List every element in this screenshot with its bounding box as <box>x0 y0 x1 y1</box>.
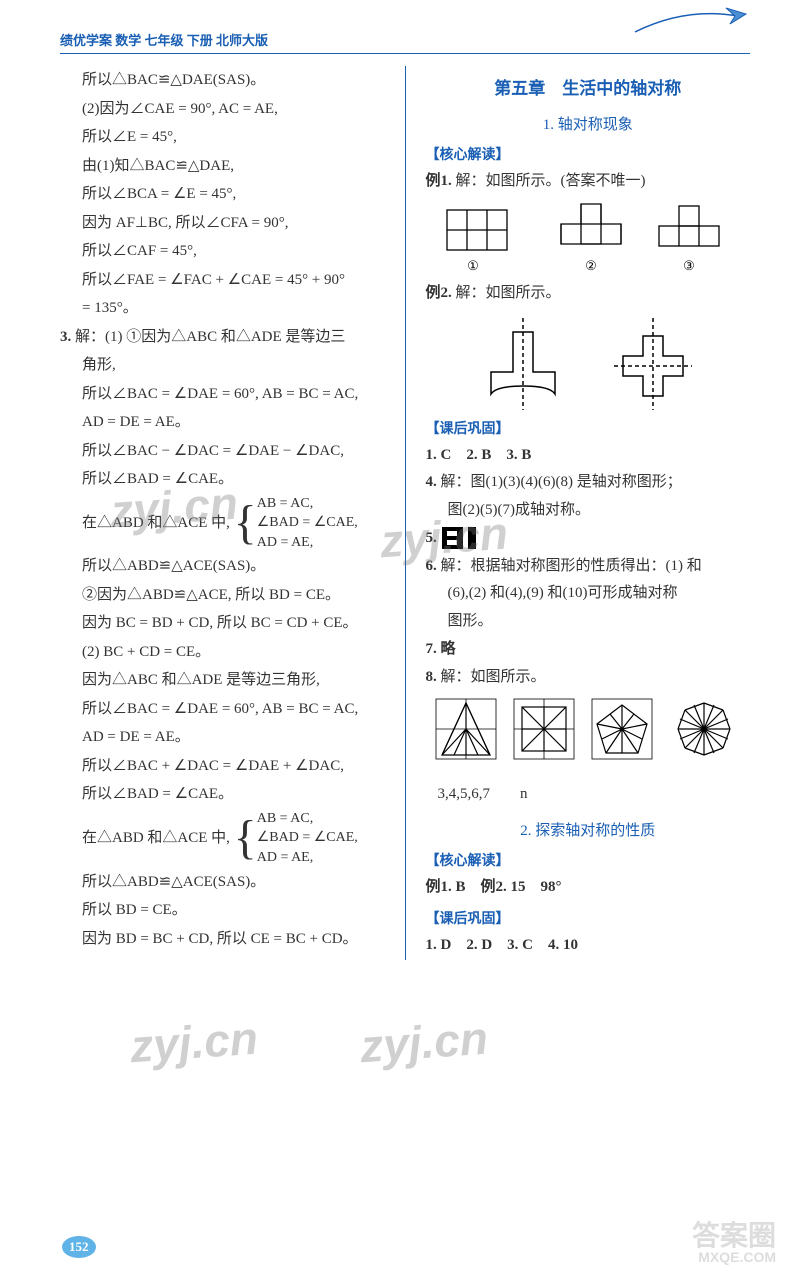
core2-heading: 【核心解读】 <box>426 850 751 870</box>
core2-answers: 例1. B 例2. 15 98° <box>426 874 751 902</box>
left-brace-icon: { <box>234 819 257 857</box>
proof-line: 所以∠E = 45°, <box>60 123 385 152</box>
proof-line: 所以△ABD≌△ACE(SAS)。 <box>60 868 385 897</box>
brace-item: AB = AC, <box>257 809 358 829</box>
corner-line1: 答案圈 <box>692 1222 776 1250</box>
proof-line: 因为 BD = BC + CD, 所以 CE = BC + CD。 <box>60 925 385 954</box>
header-title: 绩优学案 数学 七年级 下册 北师大版 <box>60 33 268 48</box>
watermark: zyj.cn <box>358 1011 489 1074</box>
proof-line: 因为△ABC 和△ADE 是等边三角形, <box>60 666 385 695</box>
q5-num: 5. <box>426 530 437 546</box>
answer-4-cont: 图(2)(5)(7)成轴对称。 <box>426 497 751 525</box>
column-divider <box>405 66 406 960</box>
answer-6b: (6),(2) 和(4),(9) 和(10)可形成轴对称 <box>426 580 751 608</box>
consolidation-heading: 【课后巩固】 <box>426 418 751 438</box>
q3-number: 3. <box>60 329 71 345</box>
proof-line: 所以∠BAC = ∠DAE = 60°, AB = BC = AC, <box>60 695 385 724</box>
fig-label-3: ③ <box>683 258 695 273</box>
proof-line: = 135°。 <box>60 294 385 323</box>
brace-item: ∠BAD = ∠CAE, <box>257 828 358 848</box>
q6-text: 解：根据轴对称图形的性质得出：(1) 和 <box>441 558 702 574</box>
fig8-caption: 3,4,5,6,7 n <box>426 781 751 809</box>
example-1: 例1. 解：如图所示。(答案不唯一) <box>426 168 751 196</box>
consol2-heading: 【课后巩固】 <box>426 908 751 928</box>
ex2-text: 解：如图所示。 <box>456 285 561 301</box>
proof-line: AD = DE = AE。 <box>60 408 385 437</box>
brace-prefix: 在△ABD 和△ACE 中, <box>82 830 230 846</box>
proof-line: 所以 BD = CE。 <box>60 896 385 925</box>
corner-line2: MXQE.COM <box>692 1250 776 1264</box>
answer-4: 4. 解：图(1)(3)(4)(6)(8) 是轴对称图形； <box>426 469 751 497</box>
proof-line: 因为 BC = BD + CD, 所以 BC = CD + CE。 <box>60 609 385 638</box>
brace-item: AD = AE, <box>257 533 358 553</box>
answer-8: 8. 解：如图所示。 <box>426 664 751 692</box>
brace-item: AB = AC, <box>257 494 358 514</box>
proof-line: 所以∠FAE = ∠FAC + ∠CAE = 45° + 90° <box>60 266 385 295</box>
answer-7: 7. 略 <box>426 636 751 664</box>
proof-line: 所以△BAC≌△DAE(SAS)。 <box>60 66 385 95</box>
proof-line: 所以∠BAC = ∠DAE = 60°, AB = BC = AC, <box>60 380 385 409</box>
two-column-layout: 所以△BAC≌△DAE(SAS)。 (2)因为∠CAE = 90°, AC = … <box>60 66 750 960</box>
right-column: 第五章 生活中的轴对称 1. 轴对称现象 【核心解读】 例1. 解：如图所示。(… <box>416 66 751 960</box>
brace-system: 在△ABD 和△ACE 中, { AB = AC, ∠BAD = ∠CAE, A… <box>60 494 385 553</box>
brace-item: AD = AE, <box>257 848 358 868</box>
answer5-icon <box>441 526 477 550</box>
proof-line: 所以∠BAC − ∠DAC = ∠DAE − ∠DAC, <box>60 437 385 466</box>
proof-line: 因为 AF⊥BC, 所以∠CFA = 90°, <box>60 209 385 238</box>
q3-text: 解：(1) ①因为△ABC 和△ADE 是等边三 <box>75 329 345 345</box>
page-header: 绩优学案 数学 七年级 下册 北师大版 <box>60 30 750 54</box>
proof-line: 所以∠BAC + ∠DAC = ∠DAE + ∠DAC, <box>60 752 385 781</box>
proof-line: 所以△ABD≌△ACE(SAS)。 <box>60 552 385 581</box>
proof-line: 所以∠BAD = ∠CAE。 <box>60 780 385 809</box>
example1-figure: ① ② ③ <box>433 200 743 276</box>
page-number: 152 <box>62 1236 96 1258</box>
q6-num: 6. <box>426 558 437 574</box>
brace-prefix: 在△ABD 和△ACE 中, <box>82 514 230 530</box>
answer8-figure <box>428 695 748 777</box>
proof-line: (2)因为∠CAE = 90°, AC = AE, <box>60 95 385 124</box>
left-brace-icon: { <box>234 504 257 542</box>
brace-item: ∠BAD = ∠CAE, <box>257 513 358 533</box>
proof-line: AD = DE = AE。 <box>60 723 385 752</box>
example2-figure <box>458 312 718 412</box>
fig-label-2: ② <box>585 258 597 273</box>
core-heading: 【核心解读】 <box>426 144 751 164</box>
watermark: zyj.cn <box>128 1011 259 1074</box>
proof-line: 所以∠CAF = 45°, <box>60 237 385 266</box>
q4-text: 解：图(1)(3)(4)(6)(8) 是轴对称图形； <box>441 474 682 490</box>
answer-6: 6. 解：根据轴对称图形的性质得出：(1) 和 <box>426 553 751 581</box>
proof-line: 所以∠BCA = ∠E = 45°, <box>60 180 385 209</box>
chapter-title: 第五章 生活中的轴对称 <box>426 74 751 99</box>
proof-line: ②因为△ABD≌△ACE, 所以 BD = CE。 <box>60 581 385 610</box>
proof-line: 所以∠BAD = ∠CAE。 <box>60 465 385 494</box>
ex1-text: 解：如图所示。(答案不唯一) <box>456 173 646 189</box>
fig-label-1: ① <box>467 258 479 273</box>
example-2: 例2. 解：如图所示。 <box>426 280 751 308</box>
consol2-answers: 1. D 2. D 3. C 4. 10 <box>426 932 751 960</box>
proof-line: (2) BC + CD = CE。 <box>60 638 385 667</box>
answer-5: 5. <box>426 525 751 553</box>
corner-watermark: 答案圈 MXQE.COM <box>692 1222 776 1264</box>
proof-line: 由(1)知△BAC≌△DAE, <box>60 152 385 181</box>
section2-title: 2. 探索轴对称的性质 <box>426 819 751 840</box>
brace-system: 在△ABD 和△ACE 中, { AB = AC, ∠BAD = ∠CAE, A… <box>60 809 385 868</box>
ex1-label: 例1. <box>426 173 452 189</box>
question-3: 3. 解：(1) ①因为△ABC 和△ADE 是等边三 <box>60 323 385 352</box>
q4-num: 4. <box>426 474 437 490</box>
proof-line: 角形, <box>60 351 385 380</box>
ex2-label: 例2. <box>426 285 452 301</box>
answers-123: 1. C 2. B 3. B <box>426 442 751 470</box>
q8-text: 解：如图所示。 <box>441 669 546 685</box>
header-arrow-icon <box>630 2 750 38</box>
answer-6c: 图形。 <box>426 608 751 636</box>
left-column: 所以△BAC≌△DAE(SAS)。 (2)因为∠CAE = 90°, AC = … <box>60 66 395 960</box>
section-title: 1. 轴对称现象 <box>426 113 751 134</box>
